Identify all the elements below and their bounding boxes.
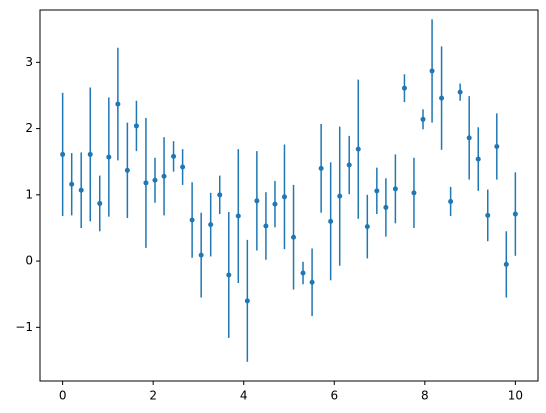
data-point [244,298,250,304]
data-point [254,198,260,204]
y-tick-label: 1 [25,187,33,201]
data-point [494,143,500,149]
data-point [272,201,278,207]
data-point [457,89,463,95]
data-point [226,272,232,278]
data-point [143,180,149,186]
data-point [420,116,426,122]
data-point [411,190,417,196]
data-point [475,156,481,162]
data-point [171,153,177,159]
data-point [217,192,223,198]
y-tick-label: −1 [15,320,33,334]
data-point [309,279,315,285]
data-point [106,154,112,160]
data-point [328,218,334,224]
data-point [152,177,158,183]
data-point [208,222,214,228]
data-point [392,186,398,192]
data-point [503,261,509,267]
data-point [180,164,186,170]
x-tick-label: 4 [240,389,248,403]
data-point [161,173,167,179]
x-tick-label: 8 [421,389,429,403]
data-point [115,101,121,107]
data-point [383,204,389,210]
x-tick-label: 2 [149,389,157,403]
y-tick-label: 3 [25,55,33,69]
x-tick-label: 0 [59,389,67,403]
plot-frame [39,9,539,382]
data-point [124,167,130,173]
data-point [300,270,306,276]
data-point [337,193,343,199]
data-point [355,146,361,152]
data-point [466,135,472,141]
y-tick-label: 2 [25,121,33,135]
y-tick-label: 0 [25,254,33,268]
data-point [87,151,93,157]
data-point [401,85,407,91]
data-point [448,198,454,204]
data-point [512,211,518,217]
data-point [198,252,204,258]
data-point [364,224,370,230]
data-point [78,187,84,193]
data-point [439,95,445,101]
data-point [189,217,195,223]
data-point [97,200,103,206]
data-point [133,123,139,129]
data-point [235,213,241,219]
x-tick-label: 10 [508,389,523,403]
data-point [60,151,66,157]
data-point [429,68,435,74]
data-point [374,188,380,194]
data-point [263,223,269,229]
data-point [69,181,75,187]
data-point [291,234,297,240]
data-point [281,194,287,200]
x-tick-label: 6 [330,389,338,403]
data-point [346,162,352,168]
data-point [485,212,491,218]
data-point [318,165,324,171]
